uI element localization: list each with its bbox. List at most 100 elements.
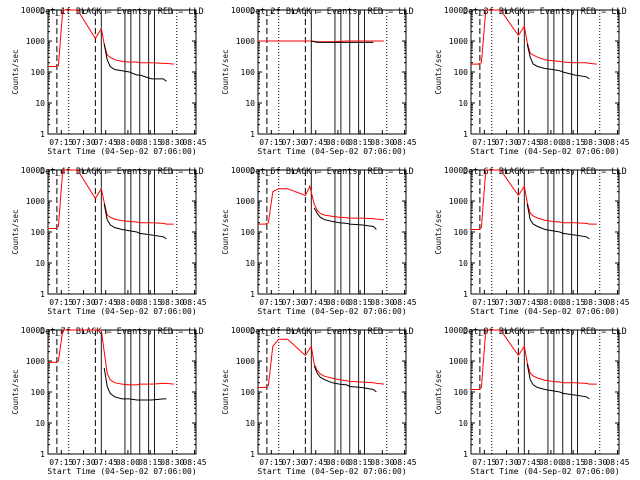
x-tick-label: 07:30 (281, 298, 305, 307)
x-tick-label: 07:30 (494, 298, 518, 307)
y-tick-label: 10000 (21, 326, 45, 335)
panel-1: Det_1f BLACK = Events, RED = LLD 1 10 100 10… (11, 6, 207, 156)
y-tick-label: 1000 (449, 37, 468, 46)
y-axis-label: Counts/sec (221, 209, 230, 254)
series-events-line (103, 367, 167, 401)
plot-frame (257, 9, 407, 135)
y-tick-label: 10 (245, 259, 255, 268)
panel-6: Det_6f BLACK = Events, RED = LLD 1 10 100 10… (434, 166, 630, 316)
x-tick-label: 08:00 (539, 138, 563, 147)
y-axis-label: Counts/sec (434, 209, 443, 254)
y-tick-label: 10 (458, 419, 468, 428)
x-tick-label: 07:15 (49, 298, 73, 307)
y-tick-label: 1 (40, 450, 45, 459)
y-tick-label: 1000 (236, 37, 255, 46)
panel-title: Det_8f BLACK = Events, RED = LLD (250, 327, 414, 337)
y-tick-label: 1 (463, 130, 468, 139)
x-tick-label: 07:15 (259, 298, 283, 307)
x-tick-label: 08:45 (182, 138, 206, 147)
y-tick-label: 100 (454, 388, 469, 397)
y-tick-label: 1 (250, 450, 255, 459)
y-axis-label: Counts/sec (221, 49, 230, 94)
series-events-line (103, 43, 167, 82)
y-tick-label: 10000 (21, 166, 45, 175)
x-tick-label: 08:45 (605, 138, 629, 147)
x-tick-label: 07:15 (472, 458, 496, 467)
x-tick-label: 08:30 (160, 138, 184, 147)
y-tick-label: 1 (463, 290, 468, 299)
x-tick-label: 07:30 (71, 298, 95, 307)
y-tick-label: 10 (458, 99, 468, 108)
x-tick-label: 07:45 (517, 298, 541, 307)
x-tick-label: 08:15 (138, 138, 162, 147)
y-tick-label: 100 (454, 68, 469, 77)
series-events-line (526, 43, 590, 80)
x-tick-label: 08:15 (561, 458, 585, 467)
y-axis-label: Counts/sec (11, 369, 20, 414)
y-tick-label: 100 (31, 388, 46, 397)
x-axis-label: Start Time (04-Sep-02 07:06:00) (47, 307, 196, 316)
y-tick-label: 1000 (449, 197, 468, 206)
y-tick-label: 100 (31, 228, 46, 237)
series-lld-line (48, 329, 174, 386)
y-tick-label: 10000 (21, 6, 45, 15)
series-events-line (526, 203, 590, 240)
panel-title: Det_4f BLACK = Events, RED = LLD (40, 167, 204, 177)
y-tick-label: 1000 (236, 197, 255, 206)
y-tick-label: 1 (250, 290, 255, 299)
y-tick-label: 10000 (231, 166, 255, 175)
y-tick-label: 10 (35, 99, 45, 108)
panel-7: Det_7f BLACK = Events, RED = LLD 1 10 100 10… (11, 326, 207, 476)
x-tick-label: 08:15 (348, 298, 372, 307)
x-tick-label: 07:30 (281, 458, 305, 467)
x-tick-label: 08:00 (326, 138, 350, 147)
series-lld-line (48, 9, 174, 67)
series-events-line (103, 203, 167, 240)
x-tick-label: 07:30 (281, 138, 305, 147)
x-axis-label: Start Time (04-Sep-02 07:06:00) (470, 307, 619, 316)
x-axis-label: Start Time (04-Sep-02 07:06:00) (47, 467, 196, 476)
y-axis-label: Counts/sec (11, 209, 20, 254)
x-axis-label: Start Time (04-Sep-02 07:06:00) (257, 467, 406, 476)
x-tick-label: 07:45 (94, 298, 118, 307)
y-tick-label: 10 (245, 419, 255, 428)
x-tick-label: 07:30 (494, 458, 518, 467)
plot-frame (470, 9, 620, 135)
x-tick-label: 07:45 (517, 458, 541, 467)
series-lld-line (471, 329, 597, 390)
series-lld-line (471, 169, 597, 230)
x-tick-label: 08:45 (392, 138, 416, 147)
y-tick-label: 1 (250, 130, 255, 139)
y-tick-label: 100 (241, 228, 256, 237)
y-tick-label: 1000 (449, 357, 468, 366)
x-tick-label: 08:30 (583, 298, 607, 307)
panel-title: Det_7f BLACK = Events, RED = LLD (40, 327, 204, 337)
y-tick-label: 10 (35, 259, 45, 268)
x-tick-label: 08:00 (326, 458, 350, 467)
x-tick-label: 08:00 (539, 458, 563, 467)
x-tick-label: 08:30 (160, 298, 184, 307)
panel-title: Det_3f BLACK = Events, RED = LLD (463, 7, 627, 17)
y-tick-label: 100 (241, 68, 256, 77)
y-axis-label: Counts/sec (11, 49, 20, 94)
series-lld-line (48, 169, 174, 229)
x-tick-label: 08:15 (348, 458, 372, 467)
y-axis-label: Counts/sec (434, 49, 443, 94)
panel-title: Det_2f BLACK = Events, RED = LLD (250, 7, 414, 17)
x-tick-label: 07:45 (517, 138, 541, 147)
series-events-line (526, 363, 590, 400)
x-tick-label: 08:00 (326, 298, 350, 307)
series-events-line (313, 365, 377, 393)
y-tick-label: 10000 (231, 326, 255, 335)
x-tick-label: 07:15 (259, 458, 283, 467)
series-lld-line (471, 9, 597, 65)
panel-9: Det_9f BLACK = Events, RED = LLD 1 10 100 10… (434, 326, 630, 476)
y-tick-label: 100 (454, 228, 469, 237)
x-tick-label: 08:30 (370, 138, 394, 147)
y-tick-label: 1 (463, 450, 468, 459)
series-events-line (313, 207, 377, 230)
y-tick-label: 1000 (26, 37, 45, 46)
y-tick-label: 10000 (444, 166, 468, 175)
series-lld-line (258, 184, 384, 225)
